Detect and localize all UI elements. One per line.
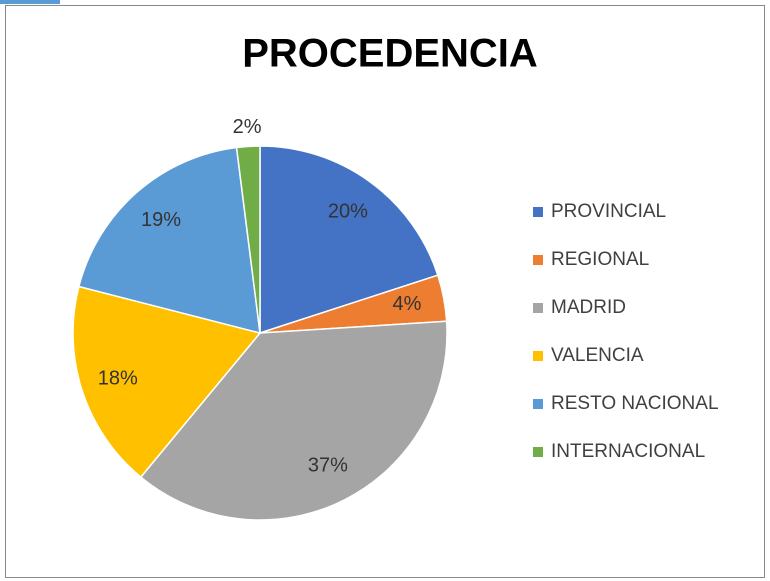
- data-label: 20%: [328, 200, 368, 222]
- data-label: 4%: [392, 293, 421, 315]
- legend-swatch: [533, 255, 543, 265]
- pie-slice: [72, 285, 262, 479]
- data-label: 18%: [98, 368, 138, 390]
- pie-slice: [139, 320, 448, 521]
- pie-slice: [235, 145, 261, 334]
- legend-label: INTERNACIONAL: [551, 441, 705, 462]
- legend-swatch: [533, 351, 543, 361]
- legend-swatch: [533, 399, 543, 409]
- pie-slice: [77, 146, 261, 335]
- legend-label: PROVINCIAL: [551, 201, 666, 222]
- chart-title: PROCEDENCIA: [242, 32, 538, 76]
- legend-swatch: [533, 207, 543, 217]
- data-label: 19%: [141, 209, 181, 231]
- legend-swatch: [533, 447, 543, 457]
- data-label: 37%: [308, 455, 348, 477]
- legend-label: MADRID: [551, 297, 626, 318]
- legend-label: REGIONAL: [551, 249, 649, 270]
- cropped-header: [0, 0, 60, 4]
- legend-swatch: [533, 303, 543, 313]
- data-label: 2%: [233, 116, 262, 138]
- legend-label: VALENCIA: [551, 345, 644, 366]
- legend-label: RESTO NACIONAL: [551, 393, 719, 414]
- pie-slice: [259, 145, 439, 335]
